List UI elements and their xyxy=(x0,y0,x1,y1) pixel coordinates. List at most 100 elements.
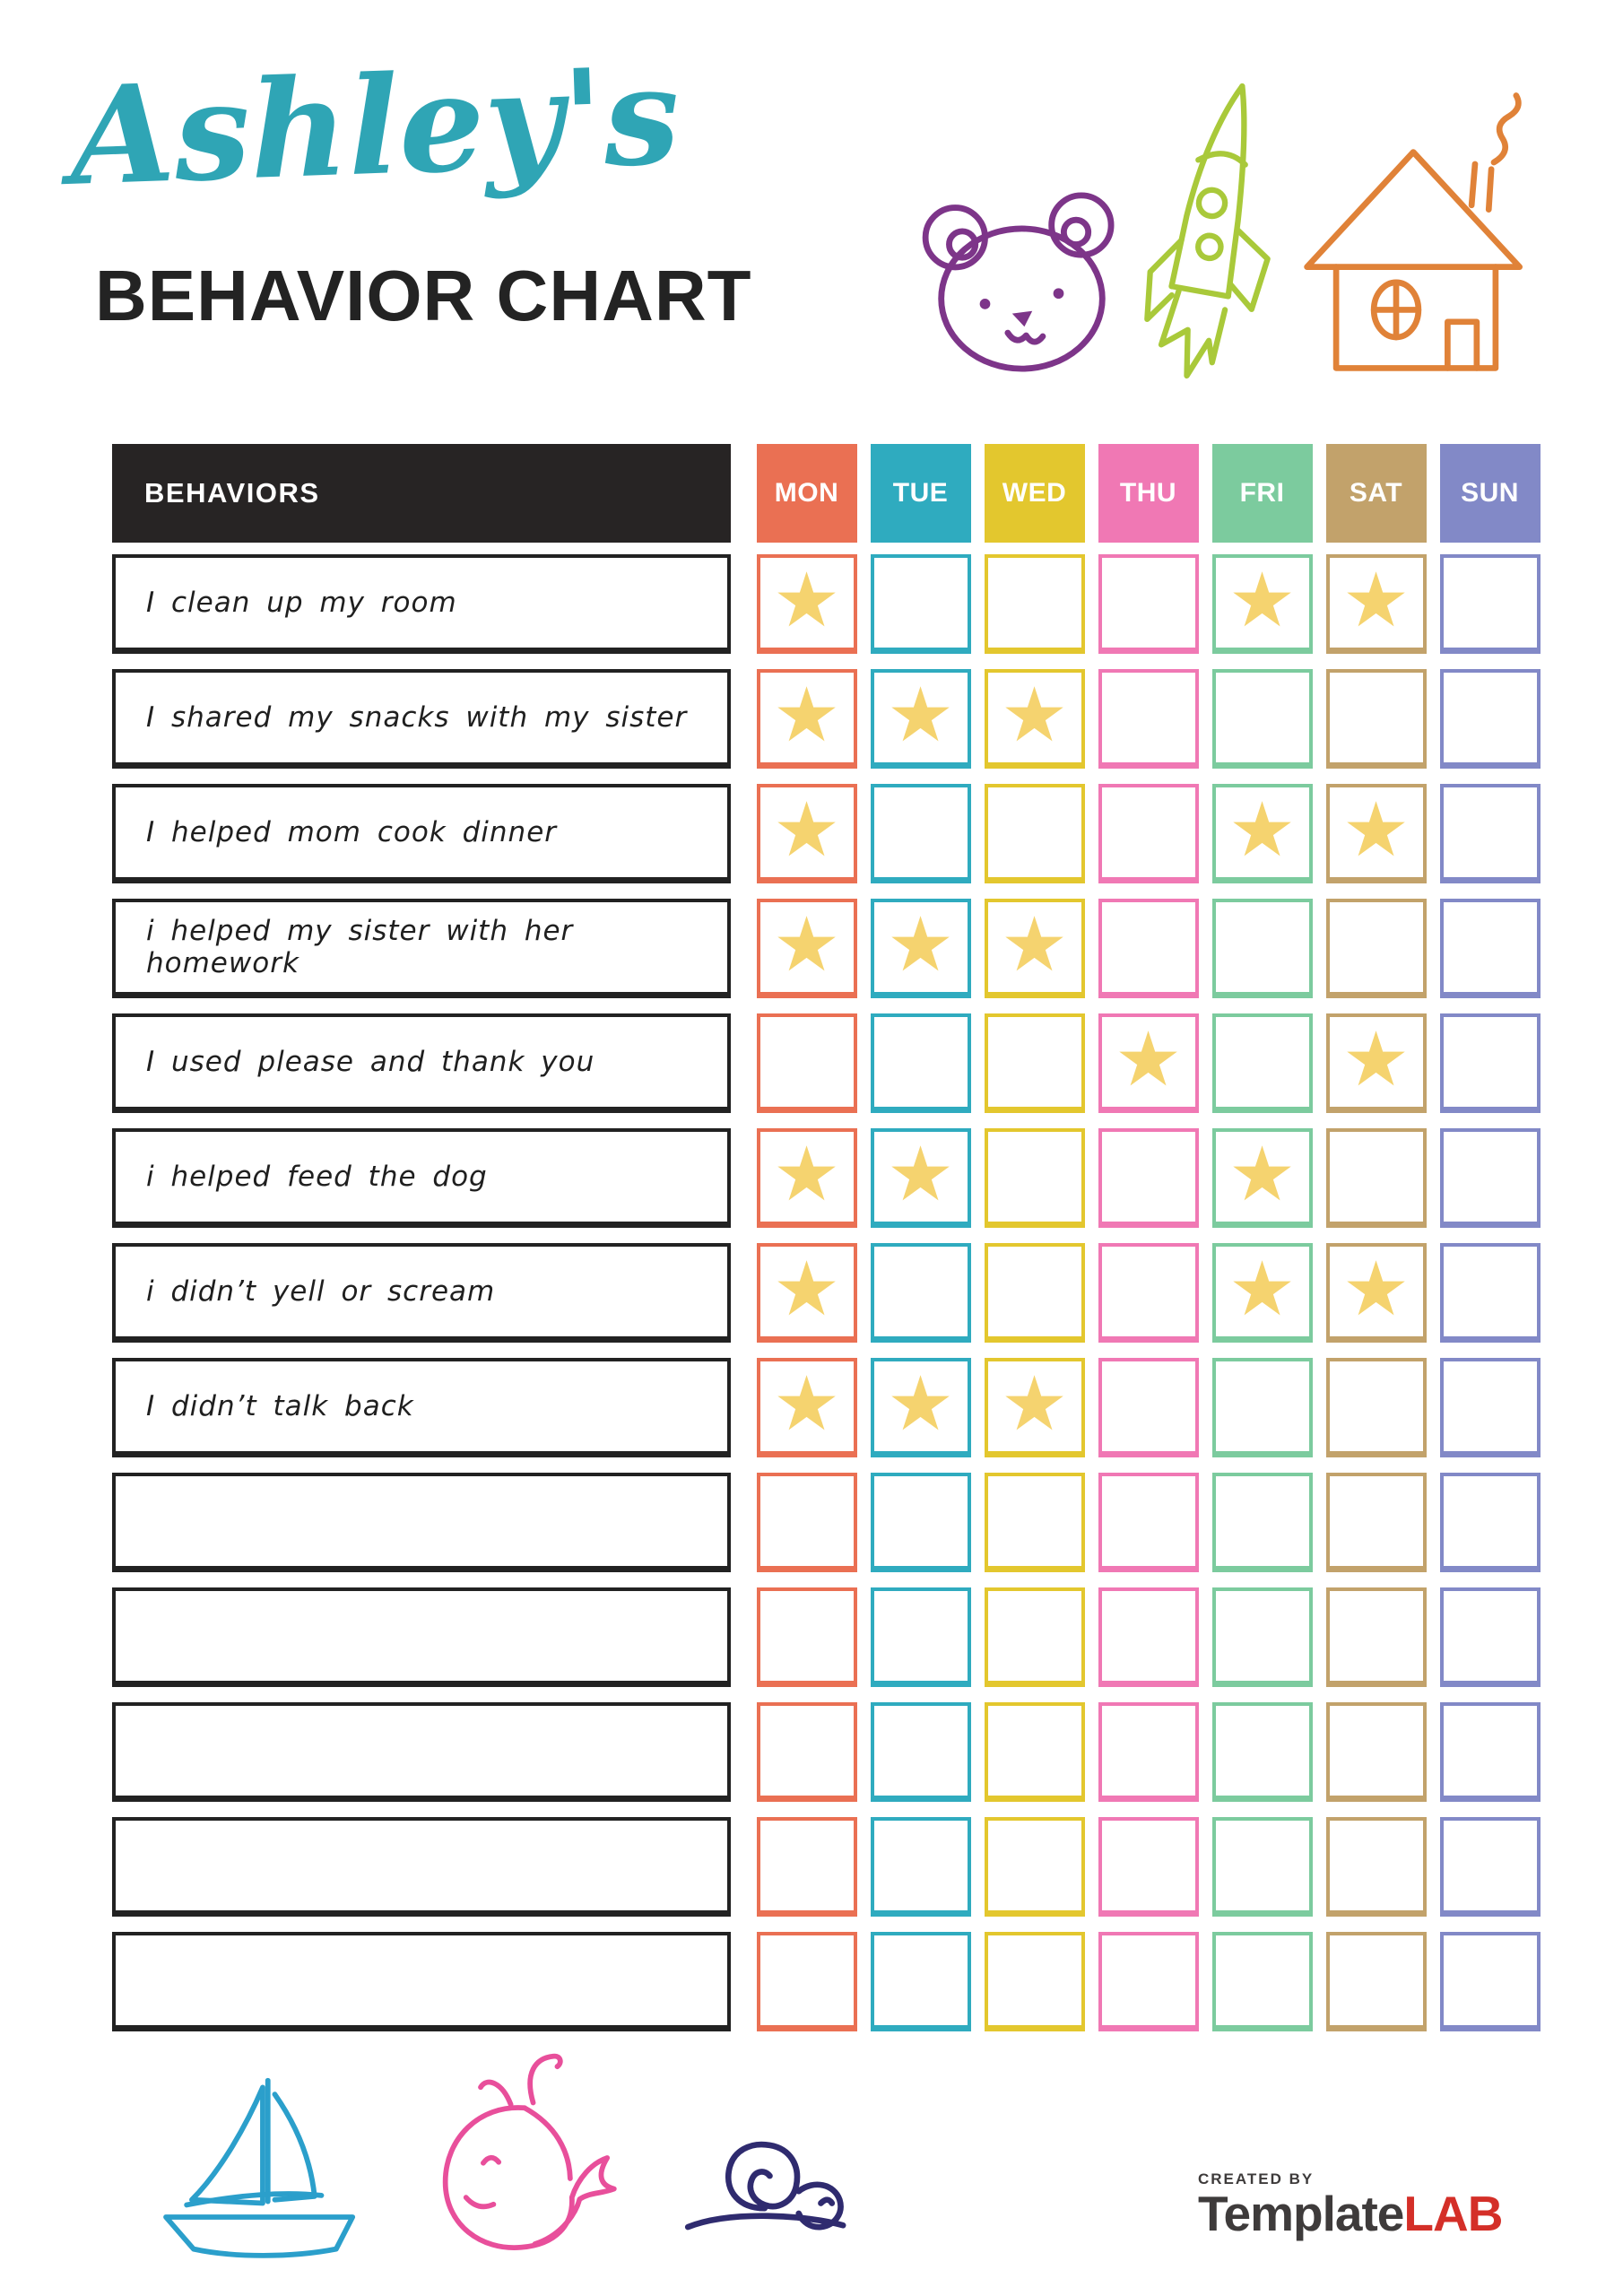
behavior-row xyxy=(112,1702,1547,1802)
day-cell-tue[interactable] xyxy=(870,1587,971,1687)
day-cell-wed[interactable]: ★ xyxy=(984,1358,1085,1457)
day-cell-thu[interactable] xyxy=(1098,1587,1199,1687)
day-cell-tue[interactable]: ★ xyxy=(870,1128,971,1228)
day-cell-sun[interactable] xyxy=(1439,1243,1541,1343)
day-cell-mon[interactable] xyxy=(756,1013,857,1113)
day-cell-sun[interactable] xyxy=(1439,1358,1541,1457)
day-cell-sat[interactable] xyxy=(1325,1587,1427,1687)
day-cell-mon[interactable]: ★ xyxy=(756,554,857,654)
day-cell-tue[interactable] xyxy=(870,1817,971,1917)
day-cell-tue[interactable] xyxy=(870,1702,971,1802)
day-cell-tue[interactable] xyxy=(870,1013,971,1113)
day-cell-mon[interactable]: ★ xyxy=(756,784,857,883)
day-cell-sun[interactable] xyxy=(1439,1473,1541,1572)
day-cell-fri[interactable] xyxy=(1211,1702,1313,1802)
day-cell-sat[interactable]: ★ xyxy=(1325,1243,1427,1343)
day-cell-wed[interactable] xyxy=(984,1243,1085,1343)
day-cell-fri[interactable] xyxy=(1211,1817,1313,1917)
day-cell-fri[interactable]: ★ xyxy=(1211,784,1313,883)
day-cell-fri[interactable]: ★ xyxy=(1211,554,1313,654)
day-cell-sun[interactable] xyxy=(1439,899,1541,998)
day-cell-mon[interactable]: ★ xyxy=(756,669,857,769)
day-cell-sat[interactable] xyxy=(1325,1128,1427,1228)
day-cell-tue[interactable] xyxy=(870,1932,971,2031)
day-cell-tue[interactable]: ★ xyxy=(870,669,971,769)
day-cell-tue[interactable] xyxy=(870,554,971,654)
day-cell-sat[interactable]: ★ xyxy=(1325,784,1427,883)
day-cell-fri[interactable]: ★ xyxy=(1211,1128,1313,1228)
day-cell-wed[interactable] xyxy=(984,1013,1085,1113)
day-cell-sun[interactable] xyxy=(1439,1932,1541,2031)
day-cell-sun[interactable] xyxy=(1439,784,1541,883)
day-cell-wed[interactable]: ★ xyxy=(984,669,1085,769)
day-cell-sat[interactable] xyxy=(1325,1473,1427,1572)
table-body: I clean up my room ★ ★ ★ I shared my snacks … xyxy=(112,554,1547,2031)
day-cell-fri[interactable] xyxy=(1211,1587,1313,1687)
day-cell-thu[interactable] xyxy=(1098,1702,1199,1802)
day-cell-mon[interactable] xyxy=(756,1817,857,1917)
day-cell-thu[interactable] xyxy=(1098,669,1199,769)
day-cell-wed[interactable] xyxy=(984,554,1085,654)
behavior-label-box: I shared my snacks with my sister xyxy=(112,669,731,769)
day-cell-wed[interactable] xyxy=(984,1817,1085,1917)
row-spacer xyxy=(731,1243,750,1343)
day-cell-wed[interactable] xyxy=(984,1128,1085,1228)
day-cell-mon[interactable] xyxy=(756,1473,857,1572)
day-cell-tue[interactable] xyxy=(870,784,971,883)
day-cell-sat[interactable] xyxy=(1325,1702,1427,1802)
day-cell-tue[interactable] xyxy=(870,1473,971,1572)
day-cell-thu[interactable] xyxy=(1098,1128,1199,1228)
day-cell-thu[interactable] xyxy=(1098,1243,1199,1343)
behavior-label: i helped feed the dog xyxy=(146,1161,488,1193)
created-by-label: CREATED BY xyxy=(1198,2170,1315,2187)
day-cell-thu[interactable] xyxy=(1098,1932,1199,2031)
day-cell-sat[interactable] xyxy=(1325,899,1427,998)
day-cell-thu[interactable] xyxy=(1098,1817,1199,1917)
day-cell-thu[interactable] xyxy=(1098,1358,1199,1457)
day-cell-sat[interactable] xyxy=(1325,1358,1427,1457)
behavior-label-box xyxy=(112,1702,731,1802)
day-cell-fri[interactable] xyxy=(1211,899,1313,998)
day-cell-thu[interactable] xyxy=(1098,554,1199,654)
day-cell-tue[interactable] xyxy=(870,1243,971,1343)
day-cell-sat[interactable] xyxy=(1325,1932,1427,2031)
day-cell-sun[interactable] xyxy=(1439,1702,1541,1802)
day-cell-mon[interactable]: ★ xyxy=(756,1128,857,1228)
day-cell-fri[interactable] xyxy=(1211,1473,1313,1572)
day-cell-wed[interactable] xyxy=(984,1473,1085,1572)
day-cell-thu[interactable] xyxy=(1098,784,1199,883)
day-cell-sun[interactable] xyxy=(1439,1013,1541,1113)
day-cell-tue[interactable]: ★ xyxy=(870,1358,971,1457)
day-cell-mon[interactable]: ★ xyxy=(756,899,857,998)
day-cell-sun[interactable] xyxy=(1439,1817,1541,1917)
day-cell-mon[interactable] xyxy=(756,1932,857,2031)
day-cell-wed[interactable] xyxy=(984,1587,1085,1687)
day-cell-tue[interactable]: ★ xyxy=(870,899,971,998)
day-cell-wed[interactable] xyxy=(984,1932,1085,2031)
day-cell-wed[interactable] xyxy=(984,784,1085,883)
day-cell-fri[interactable] xyxy=(1211,669,1313,769)
day-cell-thu[interactable] xyxy=(1098,1473,1199,1572)
day-cell-thu[interactable] xyxy=(1098,899,1199,998)
day-header-thu: THU xyxy=(1098,444,1199,543)
day-cell-fri[interactable] xyxy=(1211,1932,1313,2031)
day-cell-sun[interactable] xyxy=(1439,554,1541,654)
day-cell-mon[interactable] xyxy=(756,1702,857,1802)
day-cell-sat[interactable] xyxy=(1325,1817,1427,1917)
day-cell-wed[interactable] xyxy=(984,1702,1085,1802)
day-cell-fri[interactable] xyxy=(1211,1358,1313,1457)
day-cell-sun[interactable] xyxy=(1439,669,1541,769)
day-cell-fri[interactable]: ★ xyxy=(1211,1243,1313,1343)
day-cell-thu[interactable]: ★ xyxy=(1098,1013,1199,1113)
page-title: BEHAVIOR CHART xyxy=(95,256,752,335)
day-cell-mon[interactable]: ★ xyxy=(756,1243,857,1343)
day-cell-wed[interactable]: ★ xyxy=(984,899,1085,998)
day-cell-sun[interactable] xyxy=(1439,1128,1541,1228)
day-cell-mon[interactable] xyxy=(756,1587,857,1687)
day-cell-sat[interactable]: ★ xyxy=(1325,1013,1427,1113)
day-cell-sun[interactable] xyxy=(1439,1587,1541,1687)
day-cell-sat[interactable] xyxy=(1325,669,1427,769)
day-cell-sat[interactable]: ★ xyxy=(1325,554,1427,654)
day-cell-fri[interactable] xyxy=(1211,1013,1313,1113)
day-cell-mon[interactable]: ★ xyxy=(756,1358,857,1457)
